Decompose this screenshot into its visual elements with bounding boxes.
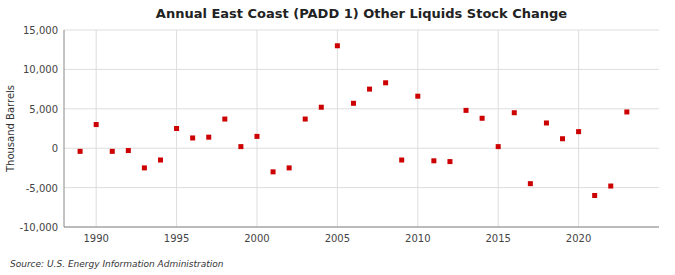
point xyxy=(190,135,195,140)
x-tick-label: 2000 xyxy=(244,233,269,244)
point xyxy=(480,116,485,121)
grid-line-x xyxy=(96,30,97,227)
grid-line-y xyxy=(64,108,659,109)
x-tick-label: 1990 xyxy=(83,233,108,244)
point xyxy=(560,136,565,141)
y-tick-label: 10,000 xyxy=(23,64,58,75)
y-tick-label: -10,000 xyxy=(19,222,58,233)
point xyxy=(447,159,452,164)
point xyxy=(287,165,292,170)
grid-line-y xyxy=(64,148,659,149)
point xyxy=(158,158,163,163)
point xyxy=(78,149,83,154)
point xyxy=(415,94,420,99)
point xyxy=(335,43,340,48)
grid-line-y xyxy=(64,227,659,228)
chart-container: Annual East Coast (PADD 1) Other Liquids… xyxy=(0,0,675,275)
x-tick-label: 2005 xyxy=(325,233,350,244)
point xyxy=(351,101,356,106)
y-tick-label: 5,000 xyxy=(29,104,58,115)
point xyxy=(512,110,517,115)
point xyxy=(399,158,404,163)
point xyxy=(142,165,147,170)
point xyxy=(238,144,243,149)
point xyxy=(496,144,501,149)
point xyxy=(206,135,211,140)
point xyxy=(319,105,324,110)
points xyxy=(78,43,630,198)
point xyxy=(431,158,436,163)
grid-line-y xyxy=(64,69,659,70)
point xyxy=(367,87,372,92)
y-tick-label: 15,000 xyxy=(23,25,58,36)
chart: Annual East Coast (PADD 1) Other Liquids… xyxy=(0,0,675,275)
point xyxy=(303,117,308,122)
y-tick-label: -5,000 xyxy=(26,183,58,194)
grid xyxy=(64,30,659,227)
point xyxy=(126,148,131,153)
point xyxy=(576,129,581,134)
point xyxy=(544,120,549,125)
x-tick-label: 2015 xyxy=(485,233,510,244)
point xyxy=(110,149,115,154)
title: Annual East Coast (PADD 1) Other Liquids… xyxy=(156,6,568,21)
y-axis-label: Thousand Barrels xyxy=(5,85,16,173)
point xyxy=(608,184,613,189)
point xyxy=(464,108,469,113)
point xyxy=(254,134,259,139)
grid-line-x xyxy=(417,30,418,227)
y-axis-line xyxy=(64,30,65,227)
x-tick-label: 2010 xyxy=(405,233,430,244)
point xyxy=(528,181,533,186)
point xyxy=(174,126,179,131)
grid-line-x xyxy=(578,30,579,227)
axes: -10,000 -5,000 0 5,000 10,000 15,000 1990 1995 2… xyxy=(19,25,659,244)
point xyxy=(94,122,99,127)
point xyxy=(592,193,597,198)
point xyxy=(383,80,388,85)
point xyxy=(624,109,629,114)
grid-line-x xyxy=(498,30,499,227)
annotation: Source: U.S. Energy Information Administ… xyxy=(10,259,224,269)
y-tick-label: 0 xyxy=(52,143,58,154)
x-axis-line xyxy=(64,227,659,228)
point xyxy=(271,169,276,174)
grid-line-y xyxy=(64,187,659,188)
grid-line-x xyxy=(337,30,338,227)
grid-line-y xyxy=(64,30,659,31)
x-tick-label: 2020 xyxy=(566,233,591,244)
point xyxy=(222,117,227,122)
grid-line-x xyxy=(256,30,257,227)
x-tick-label: 1995 xyxy=(164,233,189,244)
